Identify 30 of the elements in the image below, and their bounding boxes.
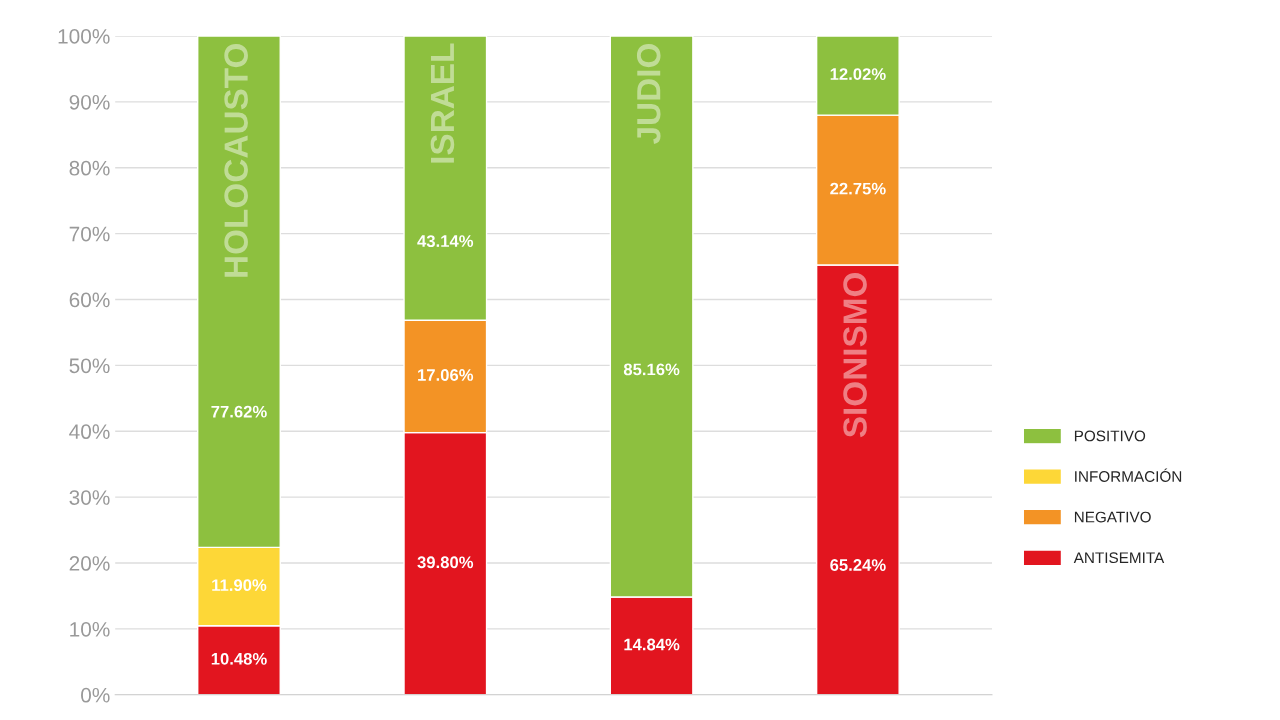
- y-tick-label: 90%: [69, 94, 110, 110]
- legend-label: ANTISEMITA: [1073, 552, 1165, 564]
- data-label: 10.48%: [211, 652, 267, 665]
- data-label: 14.84%: [624, 638, 680, 651]
- data-label: 11.90%: [212, 579, 267, 592]
- y-tick-label: 20%: [69, 556, 110, 571]
- x-tick-label: SIONISMO: [843, 272, 867, 438]
- y-tick-label: 60%: [69, 292, 110, 308]
- data-label: 17.06%: [418, 369, 474, 381]
- data-label: 39.80%: [417, 556, 474, 569]
- x-tick-label: HOLOCAUSTO: [224, 43, 248, 277]
- legend-label: INFORMACIÓN: [1075, 468, 1182, 482]
- x-tick-label: JUDIO: [636, 43, 661, 144]
- y-tick-label: 50%: [69, 358, 110, 374]
- x-tick-label: ISRAEL: [430, 43, 455, 163]
- y-tick-label: 0%: [81, 687, 110, 703]
- data-label: 43.14%: [417, 235, 474, 248]
- data-label: 12.02%: [830, 68, 886, 80]
- legend-label: POSITIVO: [1074, 430, 1146, 442]
- y-tick-label: 10%: [70, 621, 110, 637]
- data-label: 65.24%: [830, 559, 886, 571]
- legend-label: NEGATIVO: [1074, 511, 1151, 523]
- y-tick-label: 70%: [69, 226, 110, 242]
- data-label: 85.16%: [623, 363, 680, 376]
- y-tick-label: 40%: [69, 424, 110, 440]
- y-tick-label: 80%: [69, 160, 110, 176]
- data-label: 77.62%: [211, 405, 267, 418]
- y-tick-label: 100%: [58, 29, 110, 44]
- y-tick-label: 30%: [69, 490, 110, 505]
- data-label: 22.75%: [830, 182, 886, 195]
